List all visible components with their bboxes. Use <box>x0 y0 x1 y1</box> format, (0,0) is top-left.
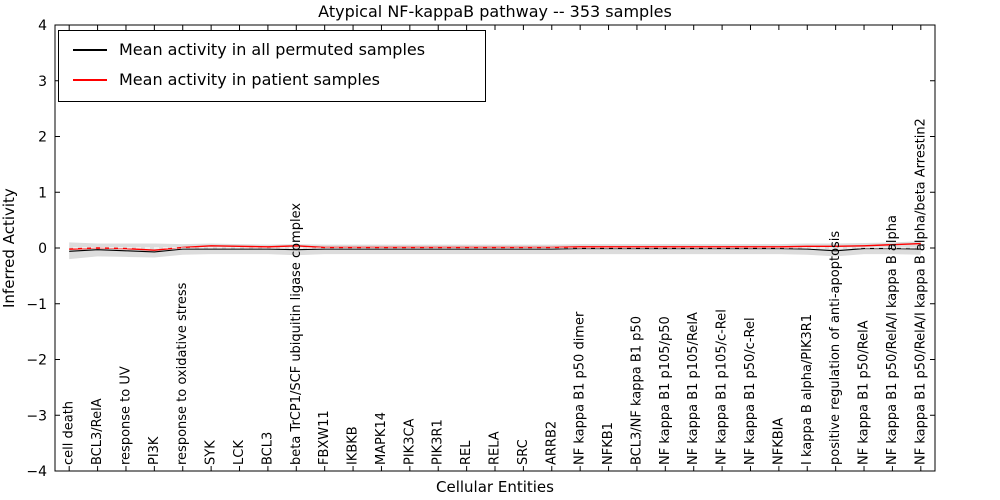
x-tick-label: NF kappa B1 p50/RelA <box>857 320 872 465</box>
series-line-1 <box>69 242 921 251</box>
legend-swatch-patient <box>73 79 107 81</box>
x-tick-label: NF kappa B1 p50/RelA/I kappa B alpha/bet… <box>913 118 928 465</box>
x-tick-label: RELA <box>488 431 503 465</box>
x-tick-label: NFKB1 <box>601 422 616 465</box>
legend-label-permuted: Mean activity in all permuted samples <box>119 40 426 59</box>
x-axis-label: Cellular Entities <box>436 478 554 496</box>
x-tick-label: response to oxidative stress <box>175 282 190 465</box>
chart-title: Atypical NF-kappaB pathway -- 353 sample… <box>318 2 672 21</box>
y-tick-label: 2 <box>38 130 47 146</box>
y-tick-label: 1 <box>38 185 47 201</box>
y-tick-label: 4 <box>38 18 47 34</box>
x-tick-label: SRC <box>516 439 531 465</box>
x-tick-label: FBXW11 <box>317 410 332 465</box>
x-tick-label: NF kappa B1 p105/p50 <box>658 316 673 465</box>
legend: Mean activity in all permuted samples Me… <box>58 30 487 102</box>
x-tick-label: ARRB2 <box>544 421 559 465</box>
series-line-0 <box>69 248 921 253</box>
x-tick-label: PIK3CA <box>402 418 417 465</box>
x-tick-label: BCL3/NF kappa B1 p50 <box>629 316 644 465</box>
x-tick-label: NF kappa B1 p50/c-Rel <box>743 317 758 465</box>
x-tick-label: REL <box>459 440 474 465</box>
legend-item-permuted: Mean activity in all permuted samples <box>73 39 425 61</box>
x-tick-label: NF kappa B1 p50/RelA/I kappa B alpha <box>885 215 900 465</box>
x-tick-label: SYK <box>204 440 219 465</box>
x-tick-label: MAPK14 <box>374 412 389 465</box>
y-tick-label: −3 <box>26 408 47 424</box>
y-tick-label: −4 <box>26 464 47 480</box>
x-tick-label: IKBKB <box>346 426 361 465</box>
x-tick-label: NF kappa B1 p105/RelA <box>686 312 701 465</box>
confidence-band <box>69 241 921 260</box>
x-tick-label: NF kappa B1 p105/c-Rel <box>715 309 730 465</box>
y-tick-label: −1 <box>26 297 47 313</box>
legend-swatch-permuted <box>73 49 107 51</box>
y-tick-label: 0 <box>38 241 47 257</box>
x-tick-label: PIK3R1 <box>431 419 446 465</box>
legend-label-patient: Mean activity in patient samples <box>119 70 380 89</box>
x-tick-label: BCL3/RelA <box>90 398 105 465</box>
x-tick-label: cell death <box>62 401 77 465</box>
legend-item-patient: Mean activity in patient samples <box>73 69 425 91</box>
x-tick-label: positive regulation of anti-apoptosis <box>828 231 843 465</box>
x-tick-label: beta TrCP1/SCF ubiquitin ligase complex <box>289 203 304 465</box>
x-tick-label: LCK <box>232 440 247 465</box>
x-tick-label: BCL3 <box>260 432 275 465</box>
x-tick-label: response to UV <box>118 366 133 465</box>
y-tick-label: −2 <box>26 353 47 369</box>
y-tick-label: 3 <box>38 74 47 90</box>
x-tick-label: NF kappa B1 p50 dimer <box>573 311 588 465</box>
x-tick-label: NFKBIA <box>771 418 786 465</box>
x-tick-label: PI3K <box>147 436 162 465</box>
y-axis-label: Inferred Activity <box>0 188 18 308</box>
x-tick-label: I kappa B alpha/PIK3R1 <box>800 314 815 465</box>
